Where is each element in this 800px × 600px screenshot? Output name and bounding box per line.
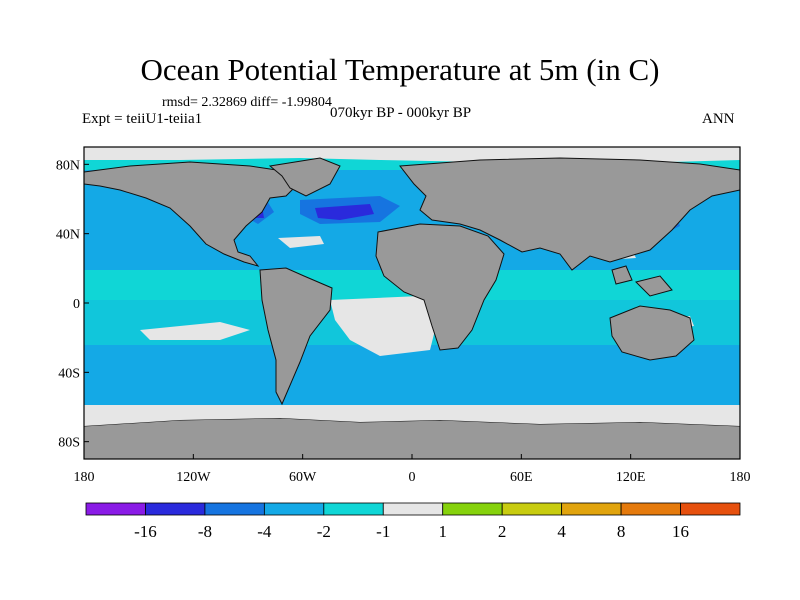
australia: [609, 305, 695, 361]
land-masses: [84, 157, 740, 459]
page-title: Ocean Potential Temperature at 5m (in C): [140, 52, 660, 87]
colorbar-bin: [382, 502, 444, 516]
maritime-islands-1: [611, 265, 633, 285]
colorbar-label: 2: [498, 522, 507, 541]
y-tick-label: 40N: [56, 228, 80, 243]
antarctica: [84, 417, 740, 459]
colorbar-bin: [561, 502, 622, 516]
x-tick-label: 180: [730, 470, 751, 485]
x-tick-label: 180: [74, 470, 95, 485]
x-tick-label: 120E: [616, 470, 646, 485]
colorbar-bin: [263, 502, 325, 516]
anomaly-south-atlantic-white: [330, 296, 440, 356]
colorbar-label: 16: [672, 522, 689, 541]
y-tick-label: 40S: [58, 366, 80, 381]
period-label: 070kyr BP - 000kyr BP: [330, 105, 472, 121]
x-axis: 180 120W 60W 0 60E 120E 180: [74, 454, 751, 485]
colorbar-label: 1: [438, 522, 447, 541]
colorbar-bin: [145, 502, 206, 516]
y-tick-label: 80S: [58, 436, 80, 451]
colorbar: -16 -8 -4 -2 -1 1 2 4 8 16: [85, 502, 741, 541]
colorbar-bin: [501, 502, 563, 516]
eurasia: [399, 157, 740, 271]
southern-sea-ice: [84, 405, 740, 426]
colorbar-label: -4: [257, 522, 272, 541]
map-plot-area: [84, 147, 740, 459]
season-label: ANN: [702, 111, 735, 127]
x-tick-label: 0: [409, 470, 416, 485]
colorbar-bin: [442, 502, 503, 516]
y-tick-label: 80N: [56, 158, 80, 173]
ocean-band-southern-ocean: [84, 345, 740, 405]
anomaly-north-atlantic-8: [315, 204, 374, 220]
colorbar-label: 8: [617, 522, 626, 541]
colorbar-label: -1: [376, 522, 390, 541]
colorbar-bin: [680, 502, 741, 516]
colorbar-label: -8: [198, 522, 212, 541]
maritime-islands-2: [635, 275, 673, 297]
anomaly-gulf-white: [278, 236, 324, 248]
colorbar-bin: [323, 502, 384, 516]
x-tick-label: 120W: [176, 470, 211, 485]
colorbar-bin: [85, 502, 146, 516]
stats-line: rmsd= 2.32869 diff= -1.99804: [162, 95, 332, 110]
x-tick-label: 60W: [289, 470, 317, 485]
greenland: [268, 157, 341, 197]
africa: [375, 223, 505, 351]
experiment-label: Expt = teiiU1-teiia1: [82, 111, 203, 127]
y-axis: 80N 40N 0 40S 80S: [56, 158, 89, 451]
x-tick-label: 60E: [510, 470, 533, 485]
y-tick-label: 0: [73, 297, 80, 312]
south-america: [259, 267, 333, 406]
colorbar-label: -2: [317, 522, 331, 541]
anomaly-southeast-pacific-white: [140, 322, 250, 340]
colorbar-bin: [204, 502, 265, 516]
colorbar-bin: [620, 502, 681, 516]
colorbar-label: 4: [557, 522, 566, 541]
colorbar-label: -16: [134, 522, 157, 541]
